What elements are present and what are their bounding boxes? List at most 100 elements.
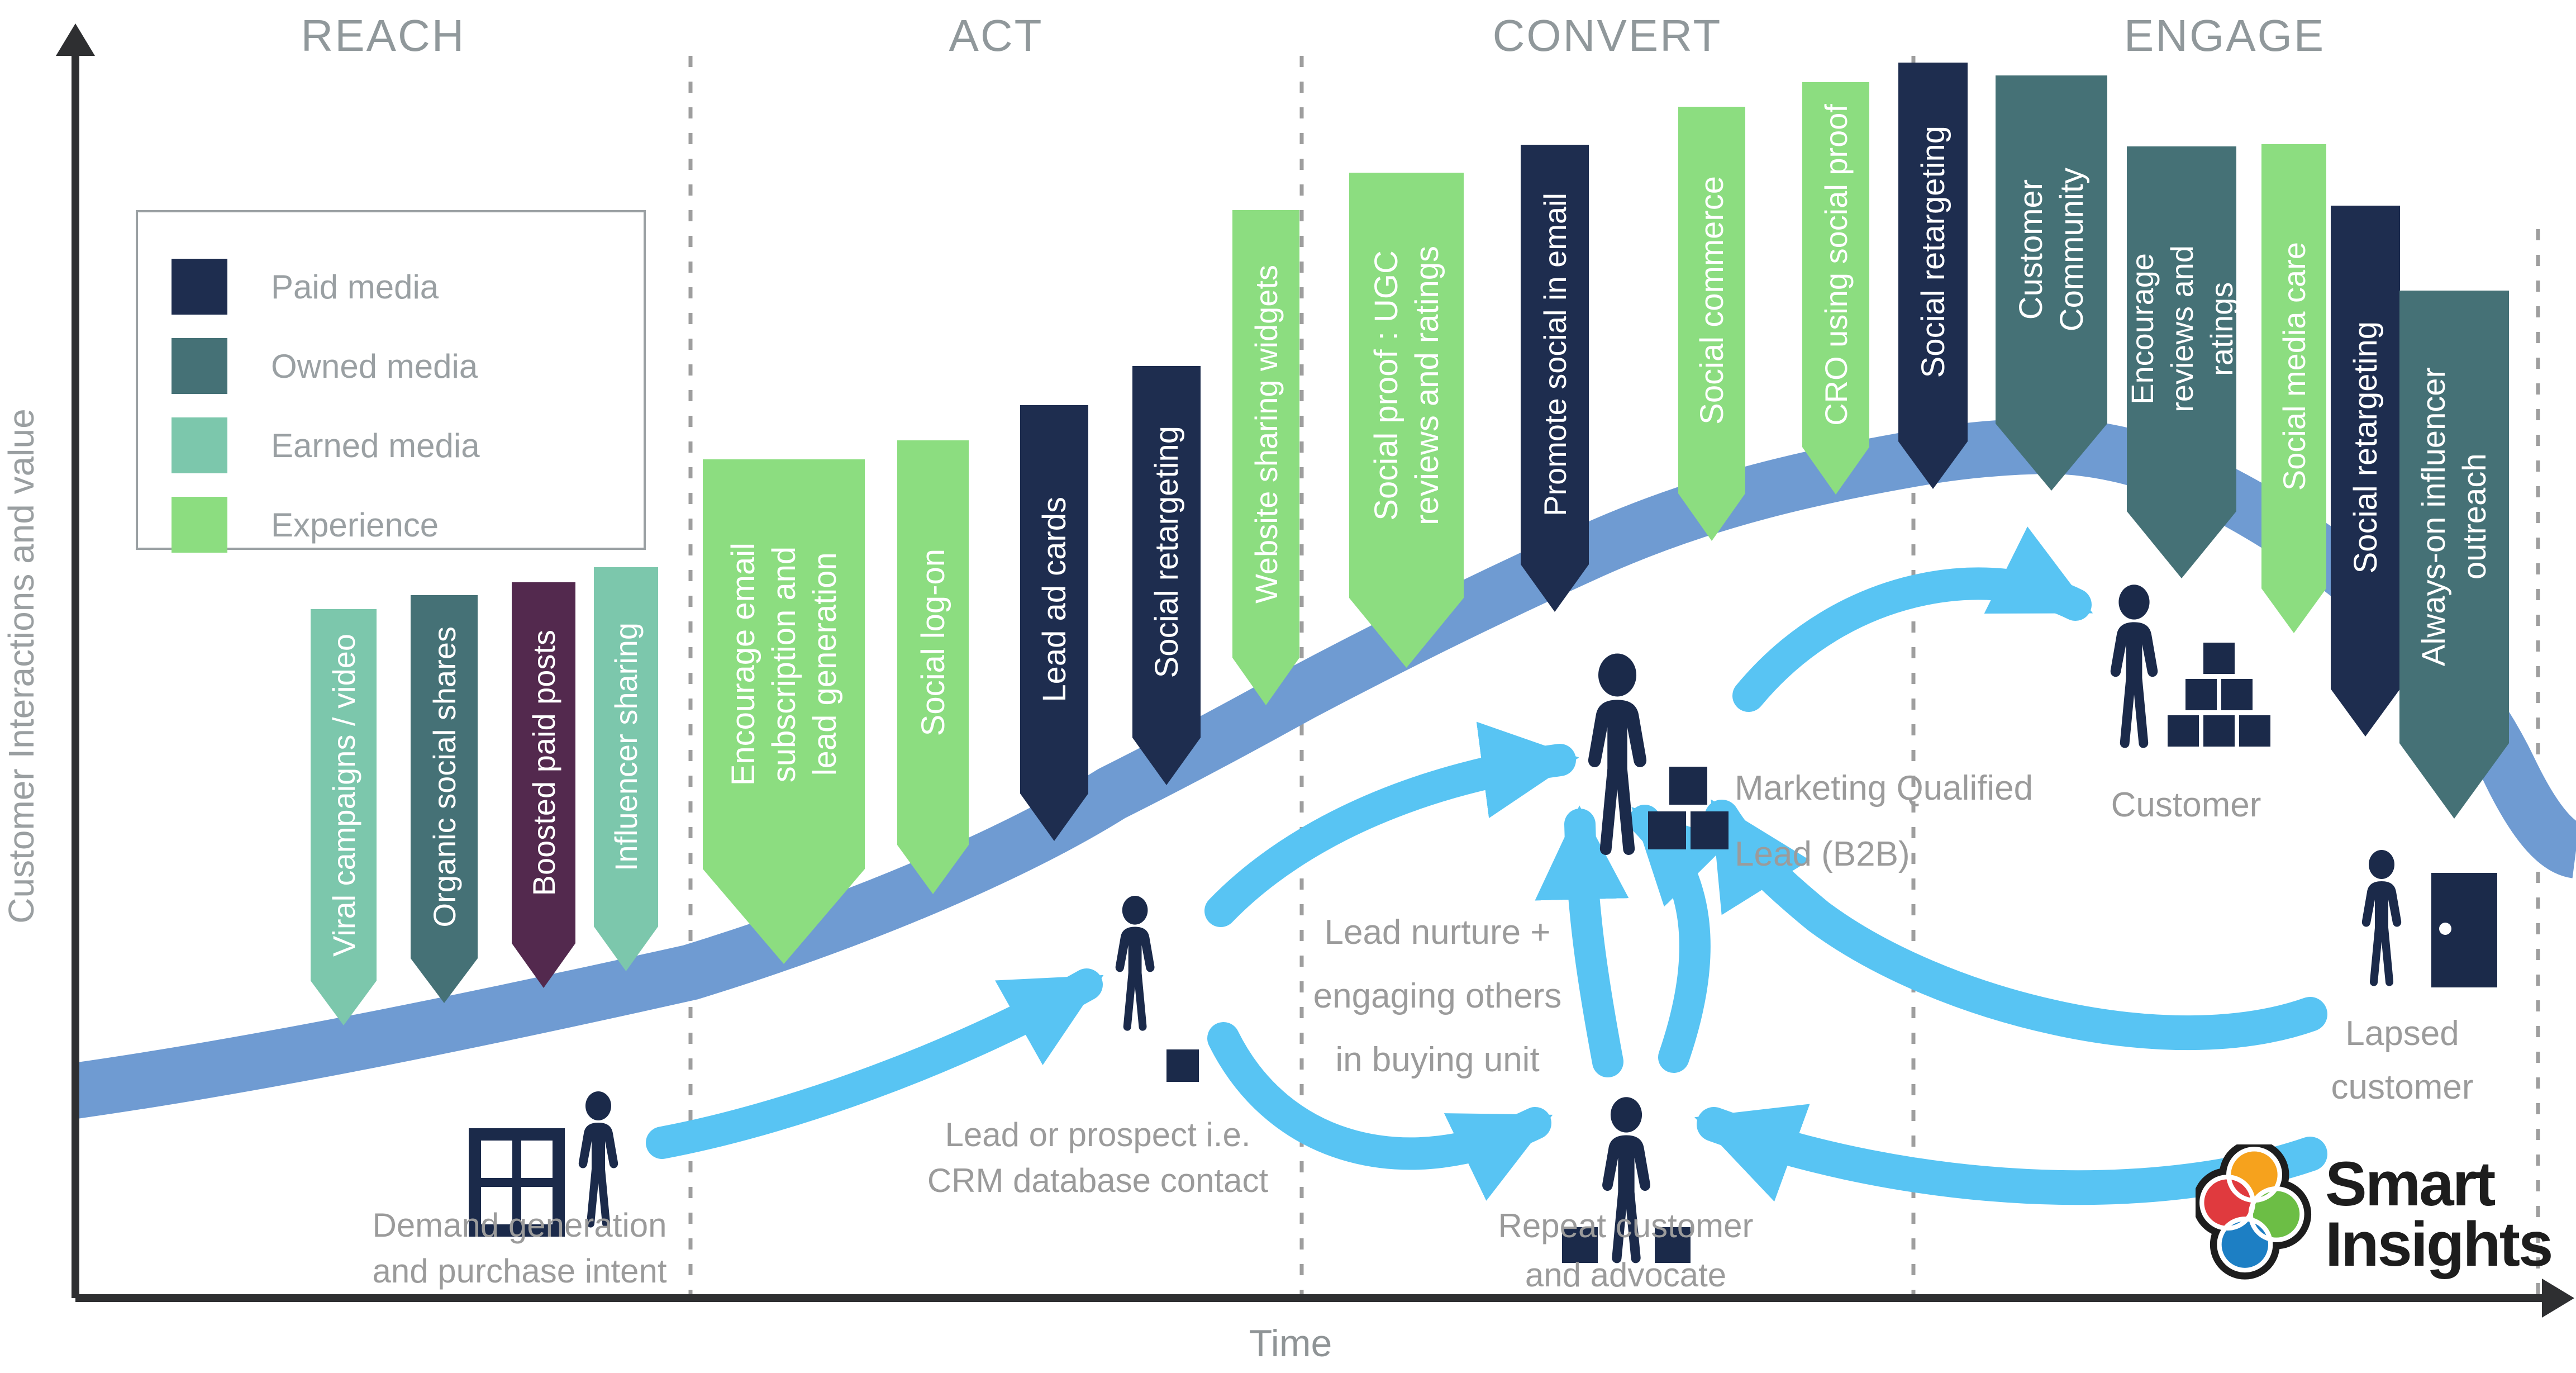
banner-text-wrap: Lead ad cards <box>1020 405 1088 794</box>
experience-swatch-icon <box>172 497 227 553</box>
flow-arrow-lead-to-mql <box>1204 721 1579 927</box>
banner-text-wrap: Viral campaigns / video <box>311 609 377 981</box>
banner-text-wrap: Social retargeting <box>1132 366 1201 738</box>
legend-item-owned: Owned media <box>172 335 478 397</box>
label-lead-nurture: Lead nurture + engaging others in buying… <box>1313 913 1562 1079</box>
flow-arrow-demand-to-lead <box>646 968 1104 1159</box>
banner-social-commerce: Social commerce <box>1678 107 1745 541</box>
earned-swatch-icon <box>172 417 227 473</box>
banner-label: Customer Community <box>2013 167 2090 332</box>
banner-label: Organic social shares <box>426 626 462 928</box>
actor-lapsed-customer <box>2361 850 2497 987</box>
banner-label: Influencer sharing <box>608 622 644 872</box>
mql-block-icon <box>1691 811 1729 849</box>
mql-block-icon <box>1648 811 1686 849</box>
lead-prospect-person-icon <box>1115 895 1155 1031</box>
label-customer: Customer <box>2111 786 2261 824</box>
x-axis-arrow-icon <box>2542 1279 2574 1318</box>
y-axis-arrow-icon <box>56 23 95 56</box>
legend-item-label: Owned media <box>271 347 478 385</box>
legend-item-earned: Earned media <box>172 415 480 476</box>
banner-organic-social-shares: Organic social shares <box>411 595 478 1003</box>
actor-demand-generation <box>469 1091 618 1237</box>
legend-item-label: Paid media <box>271 268 439 306</box>
repeat-customer-block-icon <box>1562 1227 1598 1263</box>
banner-website-sharing-widgets: Website sharing widgets <box>1232 210 1299 705</box>
legend-item-experience: Experience <box>172 494 439 555</box>
banner-customer-community: Customer Community <box>1996 75 2107 491</box>
axes <box>56 23 2574 1318</box>
label-repeat-customer: Repeat customer and advocate <box>1498 1207 1754 1294</box>
banner-promote-social-in-email: Promote social in email <box>1521 145 1589 612</box>
customer-block-icon <box>2168 715 2199 747</box>
banner-text-wrap: Social media care <box>2261 144 2326 588</box>
customer-block-icon <box>2203 715 2235 747</box>
lead-prospect-block-icon <box>1166 1049 1199 1082</box>
banner-label: Lead ad cards <box>1036 496 1073 702</box>
label-lead-prospect: Lead or prospect i.e. CRM database conta… <box>927 1116 1269 1199</box>
banner-lead-ad-cards: Lead ad cards <box>1020 405 1088 841</box>
y-axis-label: Customer Interactions and value <box>1 408 41 924</box>
banner-text-wrap: Social retargeting <box>1898 63 1968 441</box>
legend: Paid media Owned media Earned media Experie… <box>136 210 646 553</box>
flow-arrow-repeat-to-mql-right <box>1629 805 1731 1073</box>
flow-arrow-lead-to-repeat <box>1207 1022 1553 1201</box>
banner-always-on-influencer: Always-on influencer outreach <box>2399 291 2509 819</box>
banner-label: Encourage reviews and ratings <box>2124 245 2239 412</box>
owned-swatch-icon <box>172 338 227 394</box>
banner-label: Social retargeting <box>2347 321 2384 574</box>
banner-social-retargeting-act: Social retargeting <box>1132 366 1201 785</box>
banner-label: Encourage email subscription and lead ge… <box>725 542 843 786</box>
flow-arrow-lapsed-to-mql <box>1704 799 2327 1051</box>
banner-text-wrap: Organic social shares <box>411 595 478 958</box>
customer-block-icon <box>2185 679 2217 710</box>
banner-text-wrap: Social proof : UGC reviews and ratings <box>1349 173 1464 598</box>
smart-insights-logo: Smart Insights <box>2196 1144 2553 1284</box>
banner-label: Social proof : UGC reviews and ratings <box>1368 245 1445 525</box>
banner-label: Social media care <box>2276 241 2312 491</box>
lapsed-customer-person-icon <box>2361 850 2402 986</box>
phase-header-act: ACT <box>949 11 1044 60</box>
customer-person-icon <box>2110 585 2158 748</box>
banner-viral-campaigns: Viral campaigns / video <box>311 609 377 1025</box>
door-handle-icon <box>2439 923 2451 935</box>
banner-social-proof-ugc: Social proof : UGC reviews and ratings <box>1349 173 1464 668</box>
banner-label: Promote social in email <box>1537 193 1573 516</box>
label-lapsed-customer: Lapsed customer <box>2331 1014 2474 1106</box>
banner-text-wrap: Social log-on <box>897 440 969 845</box>
banner-text-wrap: CRO using social proof <box>1802 82 1869 447</box>
banner-label: Social commerce <box>1693 175 1730 425</box>
banner-influencer-sharing: Influencer sharing <box>594 567 658 971</box>
banner-label: Social log-on <box>915 549 951 737</box>
phase-header-reach: REACH <box>301 11 466 60</box>
label-mql: Marketing Qualified Lead (B2B) <box>1735 769 2034 873</box>
actor-lead-prospect <box>1115 895 1199 1082</box>
actor-mql <box>1588 653 1729 855</box>
phase-header-convert: CONVERT <box>1492 11 1722 60</box>
label-demand-generation: Demand generation and purchase intent <box>372 1206 667 1290</box>
banner-text-wrap: Social retargeting <box>2331 206 2400 689</box>
banner-label: Website sharing widgets <box>1248 264 1284 604</box>
banner-text-wrap: Encourage email subscription and lead ge… <box>703 459 865 869</box>
banner-encourage-reviews: Encourage reviews and ratings <box>2127 146 2236 578</box>
banner-text-wrap: Boosted paid posts <box>512 582 575 943</box>
actor-customer <box>2110 585 2270 748</box>
banner-encourage-email: Encourage email subscription and lead ge… <box>703 459 865 964</box>
paid-swatch-icon <box>172 259 227 315</box>
mql-block-icon <box>1669 767 1707 805</box>
banner-social-retargeting-convert: Social retargeting <box>1898 63 1968 489</box>
phase-header-engage: ENGAGE <box>2123 11 2326 60</box>
legend-item-label: Experience <box>271 506 439 544</box>
banner-text-wrap: Customer Community <box>1996 75 2107 424</box>
banner-label: Viral campaigns / video <box>326 633 361 957</box>
x-axis-label: Time <box>1249 1322 1332 1365</box>
flow-arrow-repeat-to-mql-left <box>1535 805 1629 1077</box>
banner-social-media-care: Social media care <box>2261 144 2326 633</box>
actor-repeat-customer <box>1562 1097 1691 1263</box>
banner-text-wrap: Website sharing widgets <box>1232 210 1299 658</box>
banner-text-wrap: Promote social in email <box>1521 145 1589 564</box>
logo-text-line1: Smart <box>2325 1149 2496 1219</box>
banner-text-wrap: Influencer sharing <box>594 567 658 927</box>
banner-label: Social retargeting <box>1148 425 1185 678</box>
logo-text-line2: Insights <box>2325 1209 2553 1279</box>
